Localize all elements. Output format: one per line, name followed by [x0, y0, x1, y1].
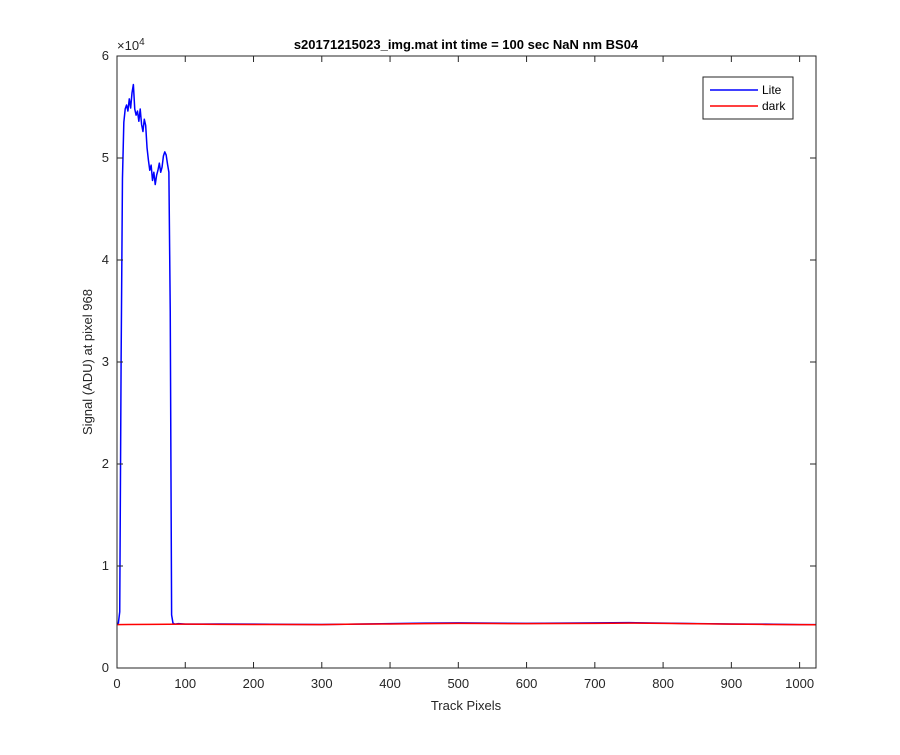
x-tick-label: 700: [584, 676, 606, 691]
legend-label-lite: Lite: [762, 83, 782, 97]
y-exponent-multiplier: ×104: [117, 37, 145, 53]
x-tick-label: 1000: [785, 676, 814, 691]
y-tick-label: 4: [102, 252, 109, 267]
legend: Lite dark: [702, 76, 794, 120]
y-exponent-power: 4: [139, 37, 145, 48]
y-tick-label: 6: [102, 48, 109, 63]
x-tick-label: 600: [516, 676, 538, 691]
x-tick-label: 900: [721, 676, 743, 691]
legend-label-dark: dark: [762, 99, 786, 113]
ticks-layer: 0 100 200 300 400 500 600 700 800 900 1000 0 1 2 3 4 5 6: [102, 48, 816, 691]
y-tick-label: 3: [102, 354, 109, 369]
series-layer: [116, 83, 817, 626]
series-line-dark: [116, 622, 817, 626]
x-tick-label: 200: [243, 676, 265, 691]
x-axis-label: Track Pixels: [431, 698, 502, 713]
x-tick-label: 0: [113, 676, 120, 691]
x-tick-label: 500: [447, 676, 469, 691]
x-tick-label: 300: [311, 676, 333, 691]
y-tick-label: 1: [102, 558, 109, 573]
x-tick-label: 800: [652, 676, 674, 691]
y-tick-label: 0: [102, 660, 109, 675]
y-exponent-base: ×10: [117, 38, 139, 53]
plot-area: [117, 56, 816, 668]
axes-box: [116, 55, 817, 669]
y-tick-label: 5: [102, 150, 109, 165]
x-tick-label: 400: [379, 676, 401, 691]
y-tick-label: 2: [102, 456, 109, 471]
chart-title: s20171215023_img.mat int time = 100 sec …: [294, 37, 639, 52]
x-tick-label: 100: [174, 676, 196, 691]
legend-box: [702, 76, 794, 120]
y-axis-label: Signal (ADU) at pixel 968: [80, 289, 95, 435]
